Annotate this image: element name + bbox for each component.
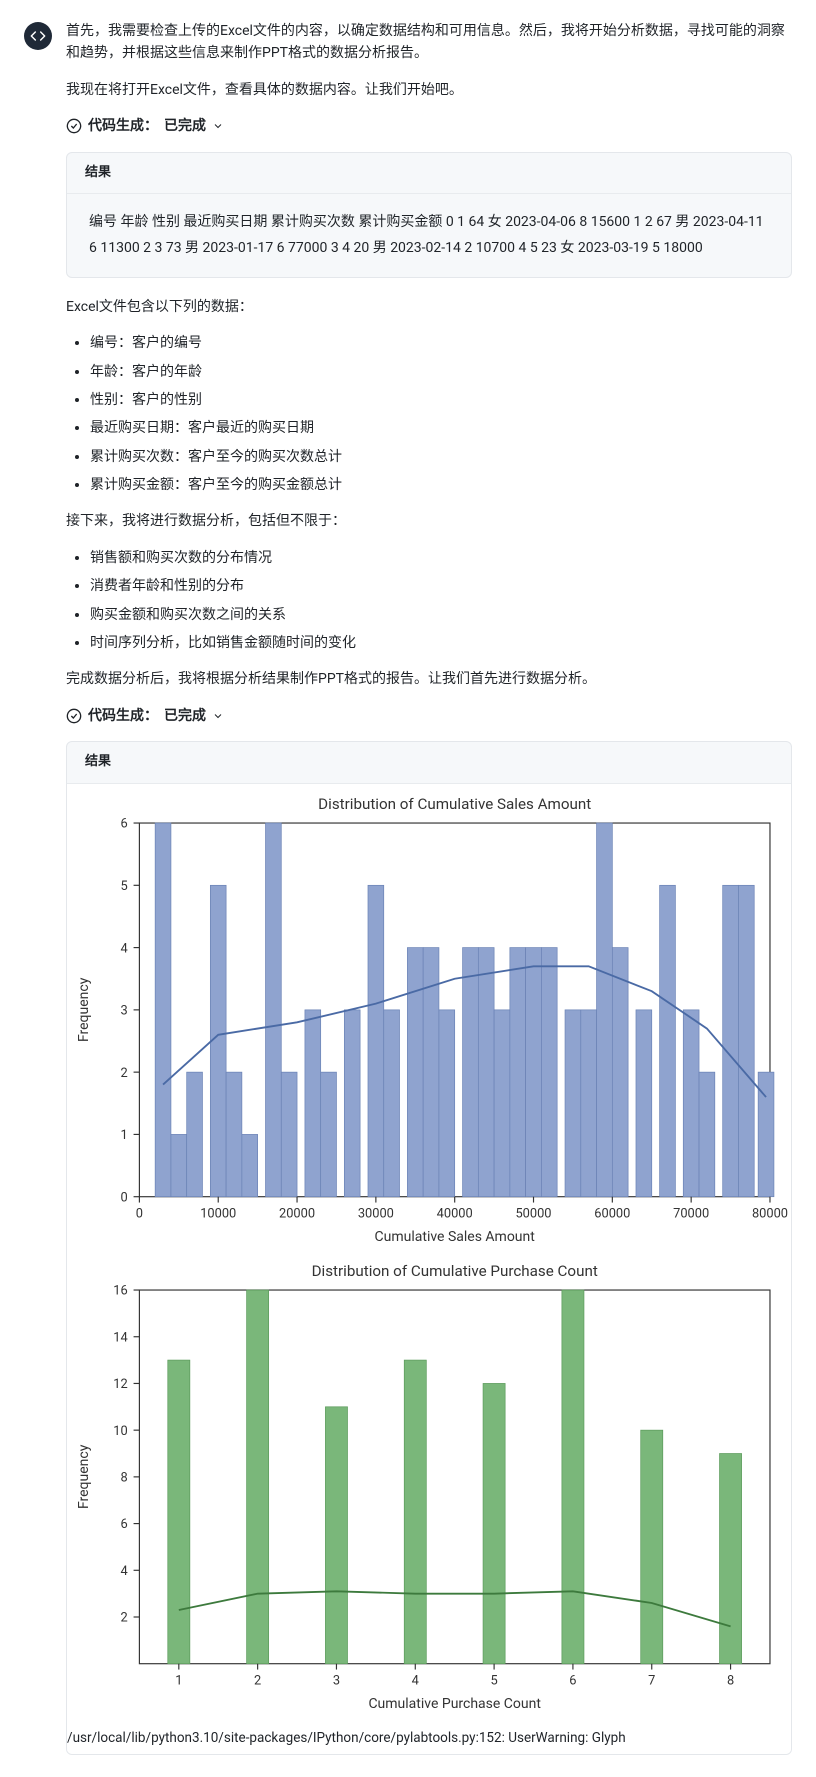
intro-paragraph-1: 首先，我需要检查上传的Excel文件的内容，以确定数据结构和可用信息。然后，我将… [66, 20, 792, 65]
svg-text:3: 3 [121, 1004, 128, 1019]
svg-text:10: 10 [113, 1424, 127, 1439]
svg-text:6: 6 [121, 817, 128, 832]
svg-text:Cumulative Sales Amount: Cumulative Sales Amount [375, 1229, 536, 1245]
svg-text:40000: 40000 [437, 1207, 473, 1222]
svg-text:4: 4 [121, 941, 128, 956]
svg-text:6: 6 [121, 1517, 128, 1532]
intro-paragraph-2: 我现在将打开Excel文件，查看具体的数据内容。让我们开始吧。 [66, 79, 792, 101]
svg-text:8: 8 [121, 1471, 128, 1486]
svg-text:5: 5 [490, 1674, 497, 1689]
analysis-list: 销售额和购买次数的分布情况消费者年龄和性别的分布购买金额和购买次数之间的关系时间… [66, 547, 792, 655]
svg-text:2: 2 [121, 1066, 128, 1081]
result-block-2: 结果 0 10000 20000 30000 40000 50000 60000 70000 8… [66, 741, 792, 1755]
list-item: 累计购买金额：客户至今的购买金额总计 [90, 474, 792, 496]
status-value: 已完成 [164, 115, 206, 137]
status-label: 代码生成： [88, 115, 158, 137]
svg-text:50000: 50000 [515, 1207, 551, 1222]
svg-text:7: 7 [648, 1674, 655, 1689]
result-header: 结果 [67, 742, 791, 784]
svg-text:4: 4 [121, 1564, 128, 1579]
columns-list: 编号：客户的编号年龄：客户的年龄性别：客户的性别最近购买日期：客户最近的购买日期… [66, 332, 792, 496]
svg-text:12: 12 [113, 1377, 127, 1392]
svg-text:80000: 80000 [752, 1207, 788, 1222]
svg-text:Distribution of Cumulative Pur: Distribution of Cumulative Purchase Coun… [312, 1262, 598, 1280]
check-icon [66, 708, 82, 724]
list-item: 销售额和购买次数的分布情况 [90, 547, 792, 569]
svg-text:70000: 70000 [673, 1207, 709, 1222]
list-item: 年龄：客户的年龄 [90, 361, 792, 383]
warning-text: /usr/local/lib/python3.10/site-packages/… [67, 1722, 791, 1754]
svg-text:1: 1 [121, 1128, 128, 1143]
svg-text:0: 0 [121, 1190, 128, 1205]
svg-text:16: 16 [113, 1284, 127, 1299]
svg-text:30000: 30000 [358, 1207, 394, 1222]
list-item: 性别：客户的性别 [90, 389, 792, 411]
assistant-avatar [24, 22, 52, 50]
message-body: 首先，我需要检查上传的Excel文件的内容，以确定数据结构和可用信息。然后，我将… [66, 20, 792, 1773]
chevron-down-icon [212, 120, 224, 132]
svg-text:10000: 10000 [200, 1207, 236, 1222]
result-block-1: 结果 编号 年龄 性别 最近购买日期 累计购买次数 累计购买金额 0 1 64 … [66, 152, 792, 278]
data-description: Excel文件包含以下列的数据： [66, 296, 792, 318]
svg-text:3: 3 [333, 1674, 340, 1689]
list-item: 最近购买日期：客户最近的购买日期 [90, 417, 792, 439]
result-charts: 0 10000 20000 30000 40000 50000 60000 70000 8000… [67, 784, 791, 1754]
sales-histogram-chart: 0 10000 20000 30000 40000 50000 60000 70000 8000… [67, 788, 791, 1255]
svg-text:Frequency: Frequency [76, 977, 92, 1042]
svg-text:20000: 20000 [279, 1207, 315, 1222]
svg-text:5: 5 [121, 879, 128, 894]
svg-text:14: 14 [113, 1331, 127, 1346]
check-icon [66, 118, 82, 134]
svg-text:Cumulative Purchase Count: Cumulative Purchase Count [368, 1696, 541, 1712]
list-item: 购买金额和购买次数之间的关系 [90, 604, 792, 626]
svg-text:60000: 60000 [594, 1207, 630, 1222]
svg-text:8: 8 [727, 1674, 734, 1689]
svg-text:2: 2 [121, 1611, 128, 1626]
list-item: 累计购买次数：客户至今的购买次数总计 [90, 446, 792, 468]
message-row: 首先，我需要检查上传的Excel文件的内容，以确定数据结构和可用信息。然后，我将… [0, 0, 816, 1777]
analysis-description: 接下来，我将进行数据分析，包括但不限于： [66, 510, 792, 532]
code-status-1[interactable]: 代码生成： 已完成 [66, 115, 792, 137]
purchase-histogram-chart: 12345678246810121416Distribution of Cumu… [67, 1255, 791, 1722]
list-item: 编号：客户的编号 [90, 332, 792, 354]
svg-text:1: 1 [175, 1674, 182, 1689]
result-header: 结果 [67, 153, 791, 195]
result-body: 编号 年龄 性别 最近购买日期 累计购买次数 累计购买金额 0 1 64 女 2… [67, 194, 791, 276]
chevron-down-icon [212, 710, 224, 722]
list-item: 消费者年龄和性别的分布 [90, 575, 792, 597]
code-status-2[interactable]: 代码生成： 已完成 [66, 705, 792, 727]
status-value: 已完成 [164, 705, 206, 727]
svg-text:Frequency: Frequency [76, 1444, 92, 1509]
svg-text:Distribution of Cumulative Sal: Distribution of Cumulative Sales Amount [318, 795, 591, 813]
list-item: 时间序列分析，比如销售金额随时间的变化 [90, 632, 792, 654]
svg-text:2: 2 [254, 1674, 261, 1689]
svg-text:6: 6 [569, 1674, 576, 1689]
svg-text:4: 4 [412, 1674, 419, 1689]
svg-text:0: 0 [136, 1207, 143, 1222]
analysis-after: 完成数据分析后，我将根据分析结果制作PPT格式的报告。让我们首先进行数据分析。 [66, 668, 792, 690]
status-label: 代码生成： [88, 705, 158, 727]
code-icon [30, 28, 46, 44]
